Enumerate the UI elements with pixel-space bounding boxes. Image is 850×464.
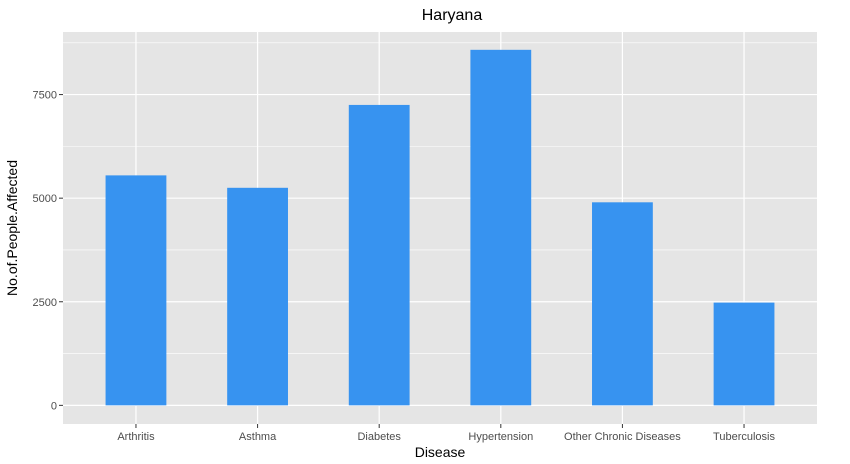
bar xyxy=(470,49,532,406)
y-tick-label: 5000 xyxy=(33,193,57,205)
bar xyxy=(348,104,410,406)
minor-gridlines xyxy=(63,42,817,354)
x-tick-label: Tuberculosis xyxy=(713,431,775,443)
x-axis-ticks: Arthritis Asthma Diabetes Hypertension Other… xyxy=(117,424,776,443)
y-axis-title: No.of.People.Affected xyxy=(4,160,20,296)
bar xyxy=(105,175,167,406)
x-tick-label: Diabetes xyxy=(357,431,401,443)
y-axis-ticks: 0 2500 5000 7500 xyxy=(33,90,63,412)
bar xyxy=(713,302,775,406)
x-tick-label: Asthma xyxy=(239,431,277,443)
y-tick-label: 7500 xyxy=(33,90,57,102)
plot-panel xyxy=(63,32,817,424)
bars xyxy=(105,49,775,406)
chart-title: Haryana xyxy=(422,7,483,24)
x-tick-label: Hypertension xyxy=(468,431,533,443)
x-tick-label: Arthritis xyxy=(117,431,155,443)
y-tick-label: 0 xyxy=(51,400,57,412)
y-tick-label: 2500 xyxy=(33,297,57,309)
x-axis-title: Disease xyxy=(415,444,466,460)
bar xyxy=(227,187,288,406)
x-tick-label: Other Chronic Diseases xyxy=(564,431,681,443)
bar xyxy=(592,202,653,406)
